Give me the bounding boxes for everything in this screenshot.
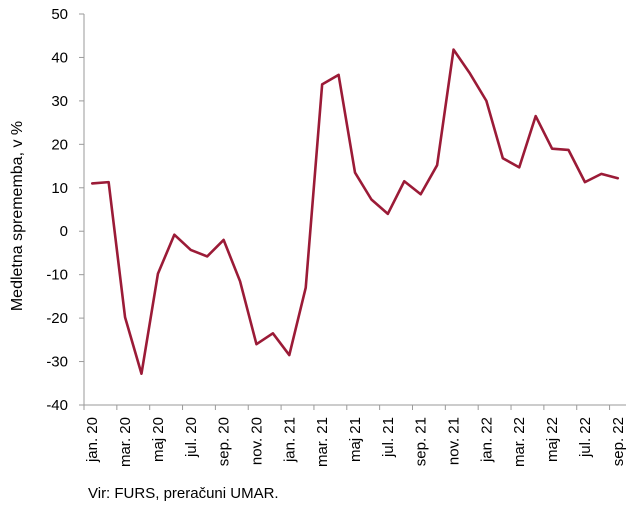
- x-tick-label: jan. 20: [84, 417, 101, 463]
- x-tick-label: mar. 21: [314, 417, 331, 467]
- x-tick-label: sep. 20: [216, 417, 233, 466]
- x-tick-label: sep. 21: [413, 417, 430, 466]
- plot-frame: [83, 14, 626, 406]
- x-tick-label: sep. 22: [610, 417, 627, 466]
- y-tick-label: 30: [51, 93, 68, 110]
- y-tick-label: -10: [46, 267, 68, 284]
- x-axis-tick-labels: jan. 20 mar. 20 maj 20 jul. 20 sep. 20 nov. 2…: [84, 417, 627, 467]
- y-tick-label: 20: [51, 136, 68, 153]
- series-line: [90, 48, 620, 376]
- x-tick-label: jul. 20: [183, 417, 200, 458]
- x-tick-label: maj 20: [150, 417, 167, 462]
- y-tick-label: -40: [46, 397, 68, 414]
- x-tick-label: mar. 22: [511, 417, 528, 467]
- y-axis-title: Medletna sprememba, v %: [9, 121, 26, 311]
- y-axis-tick-labels: -40 -30 -20 -10 0 10 20 30 40 50: [46, 6, 68, 414]
- x-tick-label: maj 22: [544, 417, 561, 462]
- x-axis-ticks: [83, 405, 611, 410]
- x-tick-label: nov. 20: [248, 417, 265, 465]
- x-tick-label: nov. 21: [446, 417, 463, 465]
- x-tick-label: maj 21: [347, 417, 364, 462]
- y-tick-label: -20: [46, 310, 68, 327]
- y-tick-label: 0: [60, 223, 68, 240]
- y-tick-label: -30: [46, 354, 68, 371]
- y-tick-label: 50: [51, 6, 68, 23]
- x-tick-label: jul. 21: [380, 417, 397, 458]
- y-tick-label: 40: [51, 49, 68, 66]
- source-note: Vir: FURS, preračuni UMAR.: [88, 485, 279, 502]
- x-tick-label: jan. 21: [281, 417, 298, 463]
- series-group: [90, 48, 620, 376]
- y-axis-ticks: [79, 13, 84, 406]
- y-tick-label: 10: [51, 180, 68, 197]
- x-tick-label: mar. 20: [117, 417, 134, 467]
- x-tick-label: jul. 22: [577, 417, 594, 458]
- x-tick-label: jan. 22: [478, 417, 495, 463]
